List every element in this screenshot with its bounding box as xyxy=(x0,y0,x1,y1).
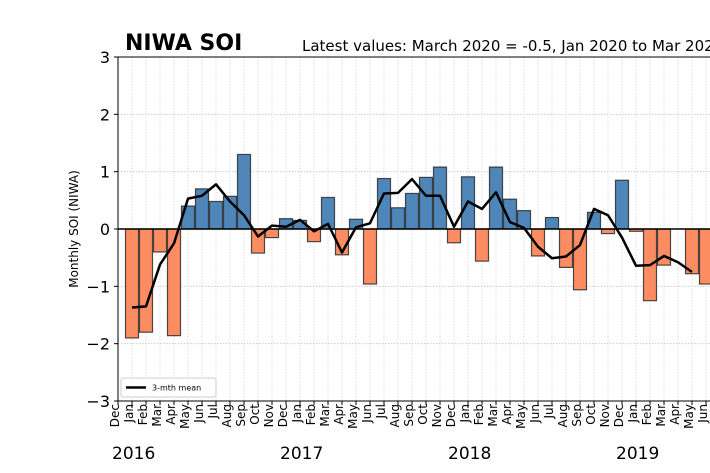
x-tick-label: Feb xyxy=(136,404,150,425)
x-tick-label: Jul xyxy=(542,404,556,419)
y-tick-label: 2 xyxy=(100,105,110,124)
bar-negative xyxy=(572,228,588,291)
x-tick-label: Mar xyxy=(654,404,668,427)
year-label: 2019 xyxy=(616,444,659,464)
legend-label: 3-mth mean xyxy=(152,384,201,393)
x-tick-label: Jan xyxy=(122,404,136,424)
x-tick-label: Nov xyxy=(598,404,612,427)
bar-positive xyxy=(208,200,224,230)
y-tick-label: −1 xyxy=(86,277,110,296)
x-tick-label: Feb xyxy=(304,404,318,425)
x-tick-label: Sep xyxy=(234,404,248,427)
chart-title: NIWA SOI xyxy=(125,31,242,56)
x-tick-label: Jun xyxy=(696,404,710,424)
x-tick-label: Apr xyxy=(668,404,682,425)
x-tick-label: Jul xyxy=(374,404,388,419)
mean-line-path xyxy=(131,177,693,309)
y-axis-label: Monthly SOI (NIWA) xyxy=(67,170,81,288)
bar-positive xyxy=(404,192,420,230)
bar-negative xyxy=(446,228,462,244)
x-tick-label: Dec xyxy=(612,404,626,427)
year-label: 2018 xyxy=(448,444,491,464)
x-tick-label: May xyxy=(514,404,528,429)
bar-positive xyxy=(390,207,406,230)
x-tick-label: Feb xyxy=(640,404,654,425)
y-tick-label: −3 xyxy=(86,392,110,411)
bar-negative xyxy=(684,228,700,275)
bar-negative xyxy=(152,228,168,253)
x-tick-label: Mar xyxy=(150,404,164,427)
x-tick-label: Apr xyxy=(500,404,514,425)
x-tick-label: May xyxy=(346,404,360,429)
chart-subtitle: Latest values: March 2020 = -0.5, Jan 20… xyxy=(302,37,710,55)
x-tick-label: Aug xyxy=(556,404,570,427)
bar-positive xyxy=(418,176,434,230)
mean-line xyxy=(131,177,693,309)
bar-negative xyxy=(124,228,140,339)
x-tick-label: Aug xyxy=(388,404,402,427)
x-tick-label: Oct xyxy=(248,404,262,425)
x-tick-label: Dec xyxy=(276,404,290,427)
x-tick-label: Nov xyxy=(430,404,444,427)
legend-box xyxy=(120,377,217,398)
x-tick-label: May xyxy=(178,404,192,429)
x-tick-label: Nov xyxy=(262,404,276,427)
x-tick-label: Mar xyxy=(318,404,332,427)
year-label: 2017 xyxy=(280,444,323,464)
x-tick-label: Jun xyxy=(360,404,374,424)
bar-negative xyxy=(698,228,710,285)
x-tick-label: Aug xyxy=(220,404,234,427)
x-tick-label: Oct xyxy=(584,404,598,425)
year-label: 2016 xyxy=(112,444,155,464)
x-tick-label: Dec xyxy=(444,404,458,427)
bar-positive xyxy=(236,153,252,230)
legend: 3-mth mean xyxy=(120,377,217,398)
y-tick-label: 1 xyxy=(100,163,110,182)
x-tick-label: Feb xyxy=(472,404,486,425)
x-tick-label: Jun xyxy=(192,404,206,424)
y-tick-label: 3 xyxy=(100,48,110,67)
bars xyxy=(124,153,710,339)
x-tick-label: Apr xyxy=(332,404,346,425)
x-tick-label: Sep xyxy=(570,404,584,427)
x-tick-label: Jan xyxy=(290,404,304,424)
x-tick-label: Sep xyxy=(402,404,416,427)
x-tick-label: Mar xyxy=(486,404,500,427)
x-tick-label: May xyxy=(682,404,696,429)
x-tick-label: Jan xyxy=(458,404,472,424)
x-tick-label: Jun xyxy=(528,404,542,424)
x-tick-label: Dec xyxy=(108,404,122,427)
x-tick-label: Oct xyxy=(416,404,430,425)
bar-negative xyxy=(474,228,490,262)
x-tick-label: Jan xyxy=(626,404,640,424)
x-tick-label: Jul xyxy=(206,404,220,419)
bar-positive xyxy=(614,179,630,230)
x-tick-label: Apr xyxy=(164,404,178,425)
bar-negative xyxy=(138,228,154,333)
bar-negative xyxy=(558,228,574,269)
y-tick-label: −2 xyxy=(86,335,110,354)
y-tick-label: 0 xyxy=(100,220,110,239)
bar-negative xyxy=(362,228,378,285)
bar-positive xyxy=(544,216,560,230)
